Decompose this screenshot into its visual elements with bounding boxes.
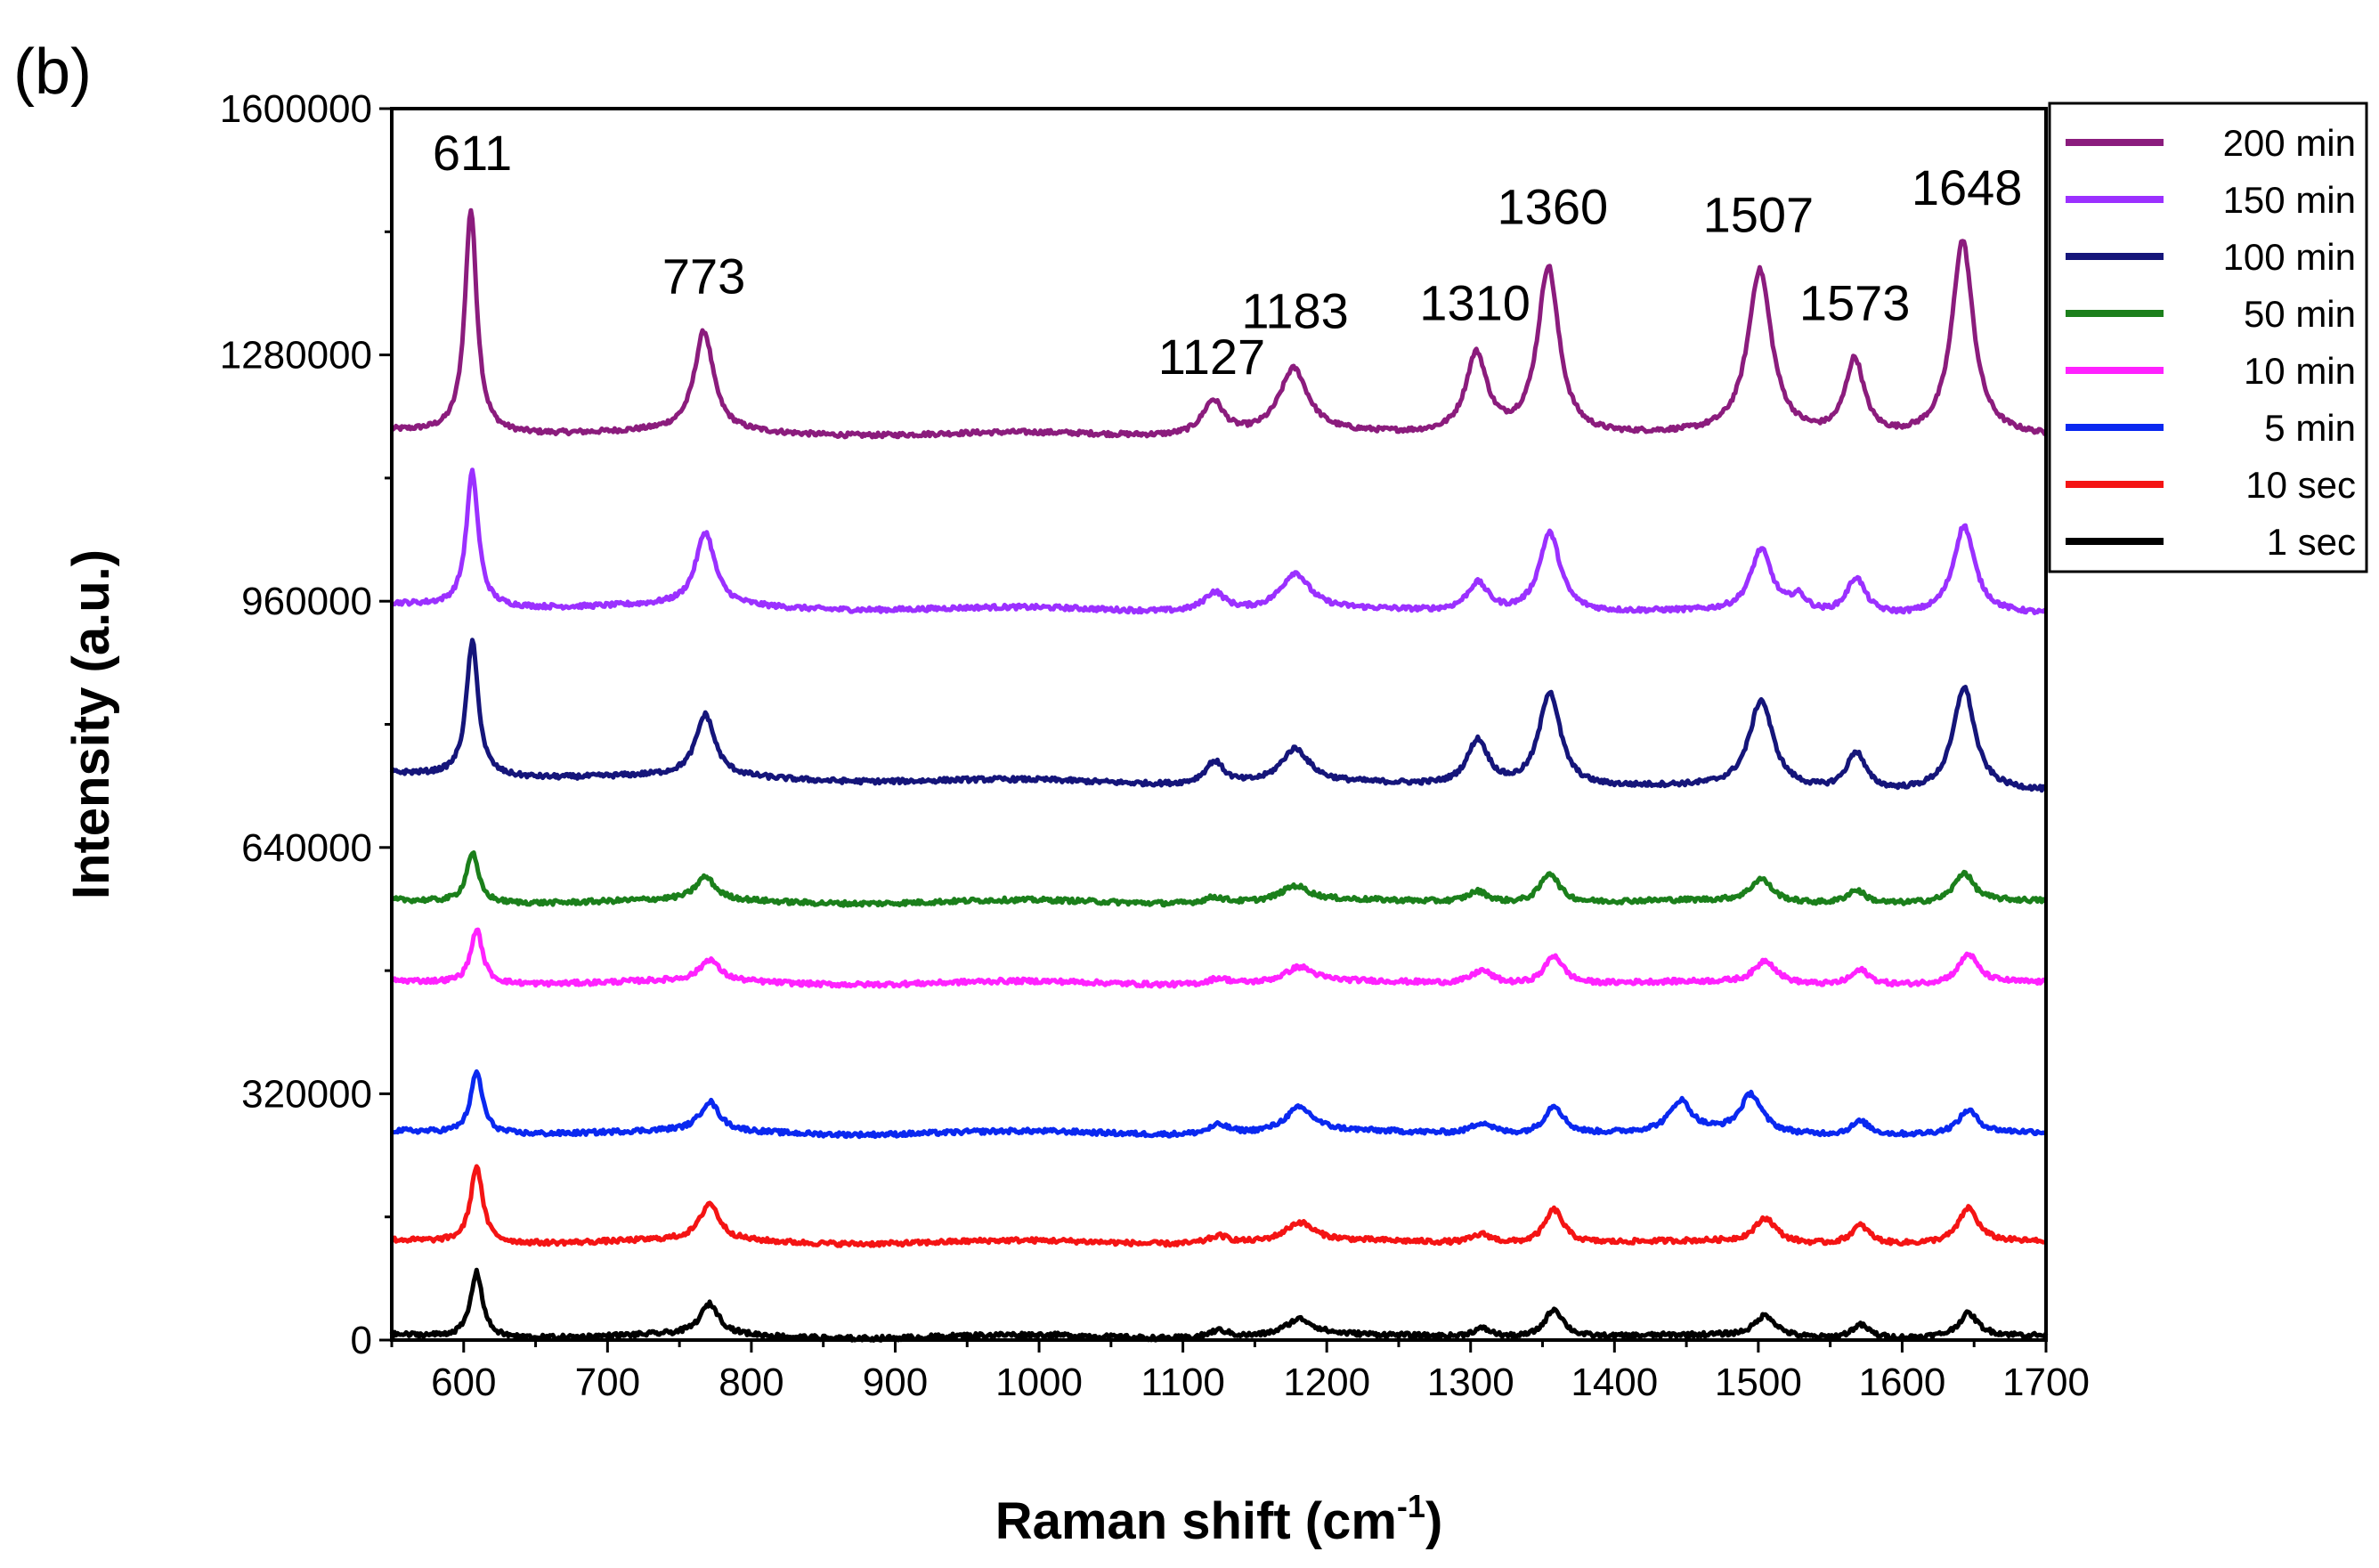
peak-label: 1573 — [1799, 275, 1911, 331]
y-tick-label: 960000 — [241, 580, 372, 623]
x-tick-label: 1400 — [1571, 1361, 1658, 1404]
peak-label: 1310 — [1419, 275, 1531, 331]
peak-label: 1360 — [1498, 179, 1609, 235]
x-tick-label: 1500 — [1715, 1361, 1802, 1404]
x-tick-label: 900 — [863, 1361, 928, 1404]
series-line — [390, 207, 2047, 440]
peak-label: 773 — [662, 248, 745, 304]
legend-label: 1 sec — [2267, 521, 2356, 563]
legend: 200 min 150 min 100 min 50 min 10 min 5 min 10… — [2048, 102, 2368, 573]
legend-label: 150 min — [2223, 179, 2356, 221]
x-tick-label: 1300 — [1427, 1361, 1514, 1404]
peak-label: 1648 — [1912, 159, 2023, 215]
peak-label: 1127 — [1158, 329, 1265, 385]
legend-box — [2048, 102, 2368, 573]
x-tick-label: 1700 — [2002, 1361, 2090, 1404]
x-tick-label: 1600 — [1858, 1361, 1945, 1404]
y-tick-label: 320000 — [241, 1072, 372, 1116]
x-tick-label: 1200 — [1283, 1361, 1370, 1404]
y-axis-title: Intensity (a.u.) — [62, 549, 120, 899]
series-line — [389, 1267, 2049, 1343]
x-tick-label: 800 — [719, 1361, 784, 1404]
peak-label: 611 — [433, 125, 512, 181]
legend-label: 100 min — [2223, 236, 2356, 278]
legend-label: 10 sec — [2245, 464, 2356, 506]
x-tick-label: 1000 — [995, 1361, 1083, 1404]
y-tick-label: 1280000 — [220, 334, 372, 378]
legend-label: 50 min — [2244, 293, 2356, 335]
x-tick-label: 1100 — [1141, 1361, 1225, 1404]
x-axis-title: Raman shift (cm-1) — [995, 1488, 1443, 1550]
series-line — [389, 638, 2048, 793]
panel-label: (b) — [13, 37, 92, 108]
series-line — [390, 1068, 2047, 1140]
x-axis-title-main: Raman shift (cm — [995, 1492, 1397, 1550]
y-tick-label: 0 — [351, 1319, 372, 1362]
series-line — [390, 1164, 2047, 1248]
y-tick-label: 640000 — [241, 826, 372, 870]
x-axis-title-close: ) — [1425, 1492, 1442, 1550]
x-axis-title-superscript: -1 — [1397, 1488, 1425, 1524]
legend-label: 10 min — [2244, 350, 2356, 392]
x-tick-label: 600 — [431, 1361, 496, 1404]
y-tick-label: 1600000 — [220, 87, 372, 131]
axis-ticks: 600 700 800 900 1000 1100 1200 1300 1400 1500 1600… — [220, 87, 2090, 1404]
x-tick-label: 700 — [575, 1361, 640, 1404]
series-layer — [389, 207, 2049, 1343]
series-line — [391, 467, 2048, 615]
series-line — [390, 927, 2049, 989]
plot-frame — [390, 107, 2048, 1342]
legend-label: 5 min — [2264, 407, 2356, 449]
peak-label: 1507 — [1703, 186, 1815, 242]
series-line — [391, 850, 2049, 908]
legend-label: 200 min — [2223, 122, 2356, 164]
peak-label: 1183 — [1241, 282, 1348, 338]
